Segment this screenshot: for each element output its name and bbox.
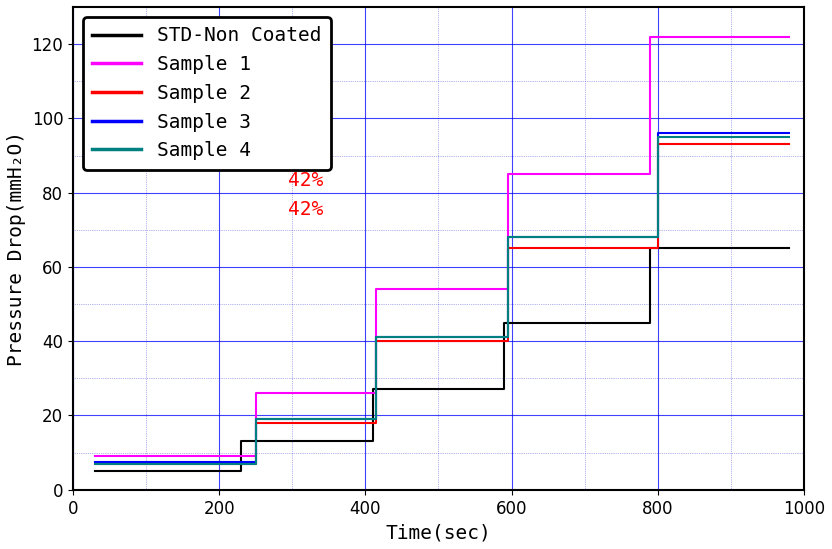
Y-axis label: Pressure Drop(mmH₂O): Pressure Drop(mmH₂O): [7, 131, 26, 366]
X-axis label: Time(sec): Time(sec): [385, 523, 492, 542]
Text: 39%: 39%: [288, 143, 323, 162]
Legend: STD-Non Coated, Sample 1, Sample 2, Sample 3, Sample 4: STD-Non Coated, Sample 1, Sample 2, Samp…: [82, 16, 331, 170]
Text: 42%: 42%: [288, 200, 323, 219]
Text: 42%: 42%: [288, 171, 323, 191]
Text: 54%: 54%: [288, 114, 323, 133]
